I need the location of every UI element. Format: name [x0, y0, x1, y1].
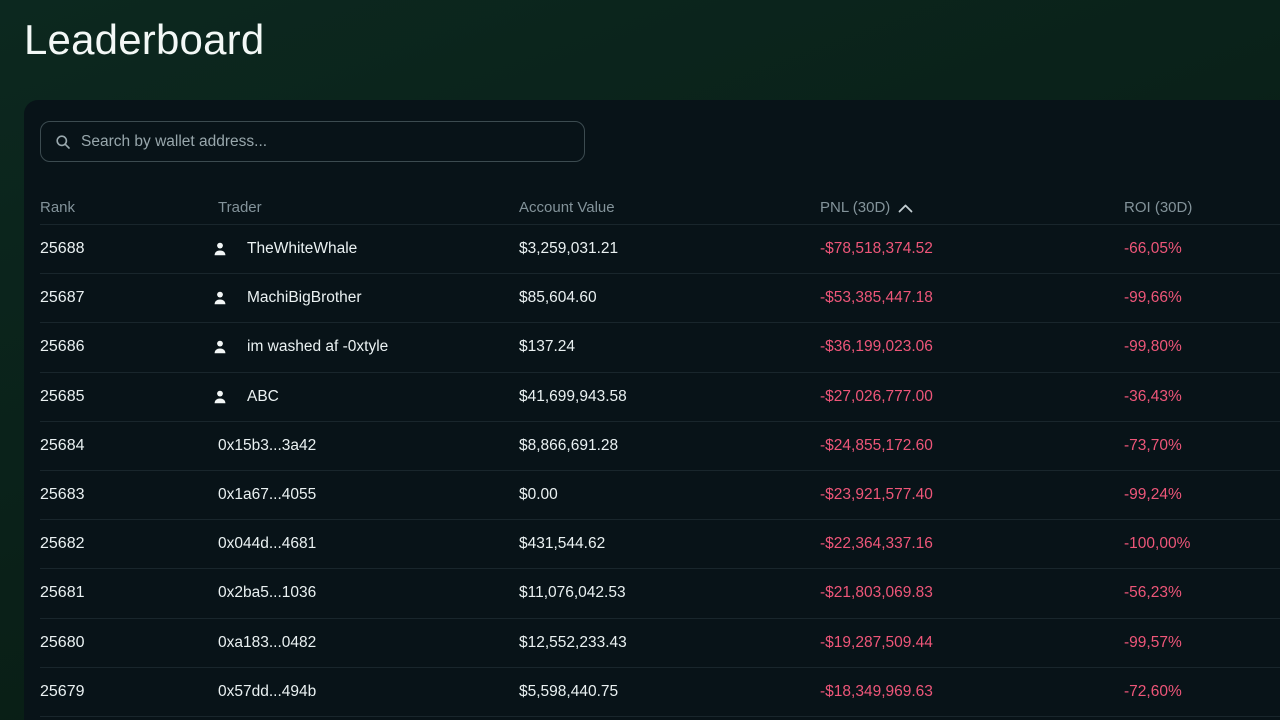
- rank-cell: 25685: [40, 387, 85, 405]
- person-icon: [212, 290, 228, 306]
- account-value-cell: $431,544.62: [519, 535, 606, 553]
- trader-cell: 0x044d...4681: [218, 535, 519, 553]
- roi-cell: -73,70%: [1124, 436, 1182, 454]
- account-value-cell: $137.24: [519, 338, 576, 356]
- table-row[interactable]: 25683 0x1a67...4055 $0.00 -$23,921,577.4…: [40, 471, 1280, 521]
- trader-name: 0x15b3...3a42: [218, 436, 317, 454]
- table-row[interactable]: 25687 MachiBigBrother $85,604.60 -$53,38…: [40, 274, 1280, 324]
- trader-name: ABC: [247, 387, 279, 405]
- table-row[interactable]: 25685 ABC $41,699,943.58 -$27,026,777.00…: [40, 373, 1280, 422]
- rank-cell: 25688: [40, 240, 85, 258]
- table-body: 25688 TheWhiteWhale $3,259,031.21 -$78,5…: [40, 225, 1280, 717]
- trader-cell: 0x57dd...494b: [218, 683, 519, 701]
- table-header-row: Rank Trader Account Value PNL (30D) ROI …: [40, 190, 1280, 225]
- account-value-cell: $85,604.60: [519, 289, 597, 307]
- rank-cell: 25686: [40, 338, 85, 356]
- roi-cell: -99,57%: [1124, 633, 1182, 651]
- account-value-cell: $0.00: [519, 486, 558, 504]
- rank-cell: 25687: [40, 289, 85, 307]
- pnl-cell: -$24,855,172.60: [820, 436, 933, 454]
- trader-name: 0x2ba5...1036: [218, 584, 317, 602]
- account-value-cell: $3,259,031.21: [519, 240, 619, 258]
- account-value-cell: $11,076,042.53: [519, 584, 626, 602]
- roi-cell: -99,66%: [1124, 289, 1182, 307]
- trader-cell: 0xa183...0482: [218, 634, 519, 652]
- column-header-rank[interactable]: Rank: [40, 198, 76, 216]
- trader-cell: im washed af -0xtyle: [214, 338, 519, 356]
- rank-cell: 25683: [40, 486, 85, 504]
- trader-cell: 0x2ba5...1036: [218, 584, 519, 602]
- rank-cell: 25682: [40, 535, 85, 553]
- leaderboard-panel: Rank Trader Account Value PNL (30D) ROI …: [24, 100, 1280, 720]
- table-row[interactable]: 25682 0x044d...4681 $431,544.62 -$22,364…: [40, 520, 1280, 570]
- trader-cell: 0x1a67...4055: [218, 486, 519, 504]
- table-row[interactable]: 25679 0x57dd...494b $5,598,440.75 -$18,3…: [40, 668, 1280, 717]
- pnl-cell: -$36,199,023.06: [820, 338, 933, 356]
- search-area: [24, 100, 1280, 162]
- column-header-roi-30d[interactable]: ROI (30D): [1124, 198, 1193, 216]
- trader-name: MachiBigBrother: [247, 289, 362, 307]
- person-icon: [212, 241, 228, 257]
- leaderboard-table: Rank Trader Account Value PNL (30D) ROI …: [40, 190, 1280, 717]
- trader-name: im washed af -0xtyle: [247, 338, 389, 356]
- table-row[interactable]: 25684 0x15b3...3a42 $8,866,691.28 -$24,8…: [40, 422, 1280, 471]
- pnl-cell: -$78,518,374.52: [820, 240, 933, 258]
- rank-cell: 25681: [40, 584, 85, 602]
- rank-cell: 25684: [40, 436, 85, 454]
- rank-cell: 25679: [40, 682, 85, 700]
- table-row[interactable]: 25681 0x2ba5...1036 $11,076,042.53 -$21,…: [40, 569, 1280, 619]
- trader-cell: 0x15b3...3a42: [218, 437, 519, 455]
- trader-cell: ABC: [214, 387, 519, 406]
- pnl-cell: -$23,921,577.40: [820, 486, 933, 504]
- search-box[interactable]: [40, 121, 585, 162]
- pnl-cell: -$53,385,447.18: [820, 289, 933, 307]
- person-icon: [212, 389, 228, 405]
- table-row[interactable]: 25680 0xa183...0482 $12,552,233.43 -$19,…: [40, 619, 1280, 668]
- pnl-cell: -$21,803,069.83: [820, 584, 933, 602]
- trader-name: 0x044d...4681: [218, 535, 317, 553]
- trader-name: 0x57dd...494b: [218, 682, 317, 700]
- chevron-up-icon: [898, 204, 913, 213]
- trader-name: TheWhiteWhale: [247, 240, 358, 258]
- page-title: Leaderboard: [24, 16, 265, 63]
- table-row[interactable]: 25686 im washed af -0xtyle $137.24 -$36,…: [40, 323, 1280, 373]
- trader-cell: TheWhiteWhale: [214, 240, 519, 258]
- trader-cell: MachiBigBrother: [214, 289, 519, 307]
- account-value-cell: $5,598,440.75: [519, 682, 619, 700]
- column-header-pnl-30d[interactable]: PNL (30D): [820, 199, 1124, 216]
- pnl-cell: -$22,364,337.16: [820, 535, 933, 553]
- roi-cell: -56,23%: [1124, 584, 1182, 602]
- column-header-account-value[interactable]: Account Value: [519, 198, 615, 216]
- trader-name: 0xa183...0482: [218, 633, 317, 651]
- roi-cell: -36,43%: [1124, 387, 1182, 405]
- rank-cell: 25680: [40, 633, 85, 651]
- table-row[interactable]: 25688 TheWhiteWhale $3,259,031.21 -$78,5…: [40, 225, 1280, 275]
- search-icon: [56, 134, 70, 149]
- pnl-cell: -$27,026,777.00: [820, 387, 933, 405]
- person-icon: [212, 339, 228, 355]
- account-value-cell: $12,552,233.43: [519, 633, 627, 651]
- account-value-cell: $41,699,943.58: [519, 387, 627, 405]
- pnl-cell: -$18,349,969.63: [820, 682, 933, 700]
- roi-cell: -100,00%: [1124, 535, 1191, 553]
- roi-cell: -99,24%: [1124, 486, 1182, 504]
- pnl-cell: -$19,287,509.44: [820, 633, 933, 651]
- search-input[interactable]: [81, 132, 570, 151]
- column-header-trader[interactable]: Trader: [218, 198, 262, 216]
- roi-cell: -66,05%: [1124, 240, 1182, 258]
- account-value-cell: $8,866,691.28: [519, 436, 619, 454]
- roi-cell: -72,60%: [1124, 682, 1182, 700]
- roi-cell: -99,80%: [1124, 338, 1182, 356]
- trader-name: 0x1a67...4055: [218, 486, 317, 504]
